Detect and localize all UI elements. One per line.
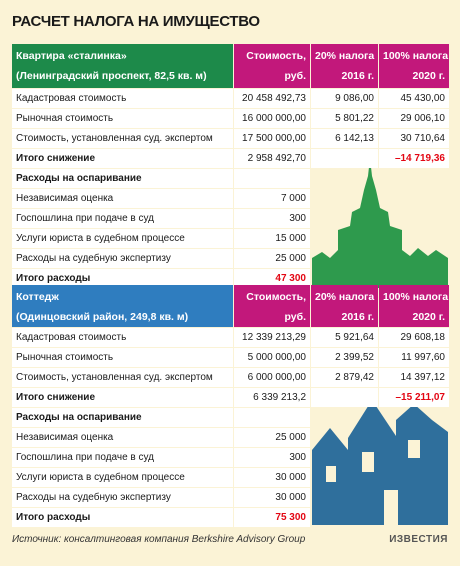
value-cell: 47 300: [234, 269, 310, 288]
value-cell: 6 000 000,00: [234, 368, 310, 387]
column-header-line: 2016 г.: [341, 311, 374, 323]
value-cell: –15 211,07: [379, 388, 449, 407]
value-cell: 29 006,10: [379, 109, 449, 128]
column-header: 20% налога 2016 г.: [311, 285, 378, 327]
row-label: Госпошлина при подаче в суд: [12, 448, 233, 467]
column-header-line: 20% налога: [315, 50, 375, 62]
value-cell: 15 000: [234, 229, 310, 248]
value-cell: 5 000 000,00: [234, 348, 310, 367]
expenses-title: Расходы на оспаривание: [12, 408, 233, 427]
value-cell: 75 300: [234, 508, 310, 527]
row-label: Расходы на судебную экспертизу: [12, 249, 233, 268]
row-label: Госпошлина при подаче в суд: [12, 209, 233, 228]
value-cell: 2 879,42: [311, 368, 378, 387]
column-header-line: руб.: [284, 311, 306, 323]
expenses-title: Расходы на оспаривание: [12, 169, 233, 188]
row-label: Итого расходы: [12, 269, 233, 288]
row-label: Кадастровая стоимость: [12, 89, 233, 108]
section-subtitle: (Одинцовский район, 249,8 кв. м): [16, 311, 189, 323]
value-cell: 300: [234, 209, 310, 228]
column-header: Стоимость, руб.: [234, 285, 310, 327]
value-cell: 6 142,13: [311, 129, 378, 148]
row-label: Итого снижение: [12, 388, 233, 407]
row-label: Итого расходы: [12, 508, 233, 527]
column-header-line: 2020 г.: [412, 70, 445, 82]
column-header-line: 100% налога: [383, 291, 449, 303]
house: [312, 400, 448, 525]
row-label: Независимая оценка: [12, 428, 233, 447]
row-label: Стоимость, установленная суд. экспертом: [12, 368, 233, 387]
row-label: Независимая оценка: [12, 189, 233, 208]
column-header-line: 2020 г.: [412, 311, 445, 323]
value-cell: 25 000: [234, 428, 310, 447]
value-cell: 45 430,00: [379, 89, 449, 108]
value-cell: 30 710,64: [379, 129, 449, 148]
row-label: Услуги юриста в судебном процессе: [12, 229, 233, 248]
house-windows: [326, 440, 420, 525]
value-cell: 7 000: [234, 189, 310, 208]
row-label: Итого снижение: [12, 149, 233, 168]
source: Источник: консалтинговая компания Berksh…: [12, 534, 306, 545]
value-cell: 9 086,00: [311, 89, 378, 108]
section-header: Коттедж (Одинцовский район, 249,8 кв. м): [12, 285, 233, 327]
value-cell: 6 339 213,2: [234, 388, 310, 407]
value-cell: 29 608,18: [379, 328, 449, 347]
value-cell: 14 397,12: [379, 368, 449, 387]
section-name: Коттедж: [16, 291, 59, 303]
column-header: 100% налога 2020 г.: [379, 285, 449, 327]
section-subtitle: (Ленинградский проспект, 82,5 кв. м): [16, 70, 207, 82]
column-header: 100% налога 2020 г.: [379, 44, 449, 88]
value-cell: 20 458 492,73: [234, 89, 310, 108]
logo: ИЗВЕСТИЯ: [389, 534, 448, 545]
column-header-line: 2016 г.: [341, 70, 374, 82]
value-cell: 30 000: [234, 468, 310, 487]
empty-cell: [311, 149, 378, 168]
value-cell: 300: [234, 448, 310, 467]
row-label: Расходы на судебную экспертизу: [12, 488, 233, 507]
value-cell: 5 921,64: [311, 328, 378, 347]
value-cell: 17 500 000,00: [234, 129, 310, 148]
empty-cell: [234, 408, 310, 427]
column-header-line: Стоимость,: [246, 291, 306, 303]
row-label: Рыночная стоимость: [12, 109, 233, 128]
row-label: Услуги юриста в судебном процессе: [12, 468, 233, 487]
title: РАСЧЕТ НАЛОГА НА ИМУЩЕСТВО: [12, 13, 260, 30]
value-cell: 2 958 492,70: [234, 149, 310, 168]
column-header: Стоимость, руб.: [234, 44, 310, 88]
column-header: 20% налога 2016 г.: [311, 44, 378, 88]
column-header-line: 20% налога: [315, 291, 375, 303]
column-header-line: Стоимость,: [246, 50, 306, 62]
value-cell: 12 339 213,29: [234, 328, 310, 347]
empty-cell: [311, 388, 378, 407]
row-label: Рыночная стоимость: [12, 348, 233, 367]
skyscraper: [312, 158, 448, 288]
section-name: Квартира «сталинка»: [16, 50, 127, 62]
value-cell: –14 719,36: [379, 149, 449, 168]
column-header-line: руб.: [284, 70, 306, 82]
row-label: Кадастровая стоимость: [12, 328, 233, 347]
value-cell: 5 801,22: [311, 109, 378, 128]
value-cell: 2 399,52: [311, 348, 378, 367]
empty-cell: [234, 169, 310, 188]
value-cell: 11 997,60: [379, 348, 449, 367]
row-label: Стоимость, установленная суд. экспертом: [12, 129, 233, 148]
value-cell: 16 000 000,00: [234, 109, 310, 128]
column-header-line: 100% налога: [383, 50, 449, 62]
value-cell: 30 000: [234, 488, 310, 507]
value-cell: 25 000: [234, 249, 310, 268]
section-header: Квартира «сталинка» (Ленинградский проспе…: [12, 44, 233, 88]
